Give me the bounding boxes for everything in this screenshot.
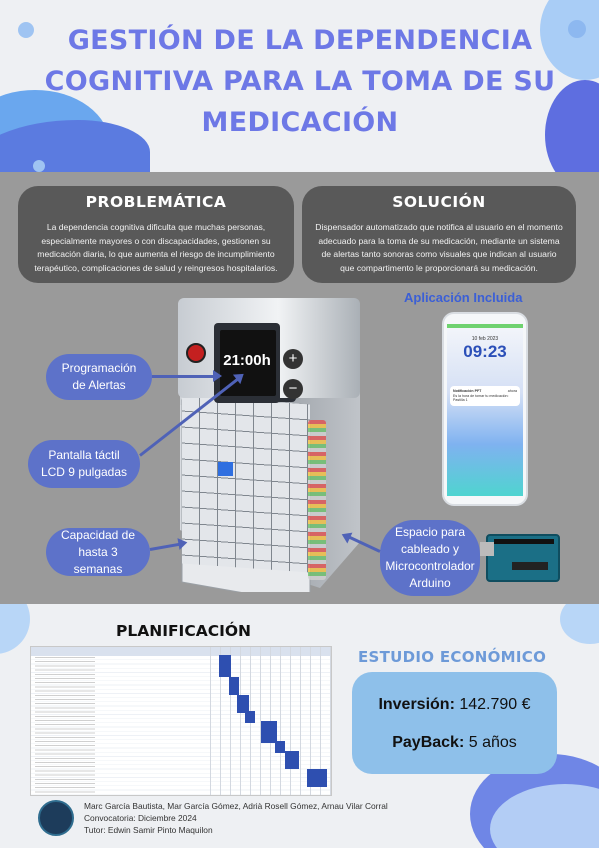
decorative-blob [18, 22, 34, 38]
middle-band: PROBLEMÁTICA La dependencia cognitiva di… [0, 172, 599, 604]
arduino-header [494, 539, 554, 544]
gantt-header [31, 647, 331, 656]
arduino-chip [512, 562, 548, 570]
notification-title: Notificación PFT [453, 389, 482, 393]
plus-button: + [283, 349, 303, 369]
investment-value: 142.790 € [459, 696, 531, 713]
arrow-alerts [152, 370, 222, 382]
gantt-bar [237, 695, 249, 713]
solution-heading: SOLUCIÓN [392, 193, 486, 211]
payback-row: PayBack: 5 años [352, 734, 557, 752]
title-line: MEDICACIÓN [201, 107, 399, 138]
authors: Marc García Bautista, Mar García Gómez, … [84, 801, 388, 811]
callout-screen-text: Pantalla táctil LCD 9 pulgadas [40, 448, 128, 479]
decorative-blob [0, 604, 30, 654]
tutor: Tutor: Edwin Samir Pinto Maquilon [84, 824, 213, 835]
minus-button: − [283, 379, 303, 399]
compartment-grid [182, 395, 310, 573]
call-date: Convocatoria: Diciembre 2024 [84, 812, 197, 823]
gantt-task-names [35, 657, 95, 793]
investment-label: Inversión: [378, 696, 455, 713]
gantt-bar [261, 721, 277, 743]
phone-status-bar [447, 324, 523, 328]
phone-date: 10 feb 2023 [471, 336, 499, 342]
notification-text: Es la hora de tomar tu medicación: Pasti… [453, 393, 509, 403]
problem-card: PROBLEMÁTICA La dependencia cognitiva di… [18, 186, 294, 283]
decorative-blob [568, 20, 586, 38]
notification-time: ahora [507, 389, 517, 393]
gantt-bar [219, 655, 231, 677]
problem-text: La dependencia cognitiva dificulta que m… [34, 222, 278, 273]
notification-card: Notificación PFT ahora Es la hora de tom… [450, 386, 520, 406]
highlighted-compartment [218, 462, 233, 476]
economics-box: Inversión: 142.790 € PayBack: 5 años [352, 672, 557, 774]
callout-capacity-text: Capacidad de hasta 3 semanas [60, 527, 136, 576]
power-button [186, 343, 206, 363]
gantt-bar [307, 769, 327, 787]
title-line: COGNITIVA PARA LA TOMA DE SU [44, 66, 556, 97]
gantt-bar [245, 711, 255, 723]
gantt-bar [285, 751, 299, 769]
investment-row: Inversión: 142.790 € [352, 696, 557, 714]
callout-wiring-text: Espacio para cableado y Microcontrolador… [385, 525, 475, 590]
solution-text: Dispensador automatizado que notifica al… [315, 222, 563, 273]
gantt-bar [275, 741, 285, 753]
lower-section: PLANIFICACIÓN ESTUDIO ECONÓMICO Inversió… [0, 604, 599, 848]
problem-heading: PROBLEMÁTICA [85, 193, 227, 211]
decorative-blob [560, 604, 599, 644]
lcd-time: 21:00h [223, 352, 271, 369]
decorative-blob [33, 160, 45, 172]
gantt-chart [30, 646, 332, 796]
arduino-usb [480, 542, 494, 556]
university-logo [38, 800, 74, 836]
callout-capacity: Capacidad de hasta 3 semanas [46, 528, 150, 576]
planning-heading: PLANIFICACIÓN [116, 622, 251, 640]
gantt-bar [229, 677, 239, 695]
footer-credits: Marc García Bautista, Mar García Gómez, … [84, 801, 388, 836]
decorative-blob [0, 120, 150, 172]
economics-heading: ESTUDIO ECONÓMICO [358, 648, 547, 666]
poster-title: GESTIÓN DE LA DEPENDENCIA COGNITIVA PARA… [40, 20, 560, 143]
phone-time: 09:23 [463, 342, 507, 361]
payback-label: PayBack: [392, 734, 465, 751]
phone-screen: 10 feb 2023 09:23 Notificación PFT ahora… [447, 324, 523, 496]
solution-card: SOLUCIÓN Dispensador automatizado que no… [302, 186, 576, 283]
arduino-board [480, 534, 560, 582]
pill-column [308, 420, 326, 580]
header: GESTIÓN DE LA DEPENDENCIA COGNITIVA PARA… [0, 0, 599, 172]
callout-wiring: Espacio para cableado y Microcontrolador… [380, 520, 480, 596]
callout-alerts-text: Programación de Alertas [61, 361, 137, 392]
title-line: GESTIÓN DE LA DEPENDENCIA [67, 25, 533, 56]
app-heading: Aplicación Incluida [404, 290, 523, 305]
callout-screen: Pantalla táctil LCD 9 pulgadas [28, 440, 140, 488]
payback-value: 5 años [468, 734, 517, 751]
phone: 10 feb 2023 09:23 Notificación PFT ahora… [442, 312, 528, 506]
callout-alerts: Programación de Alertas [46, 354, 152, 400]
